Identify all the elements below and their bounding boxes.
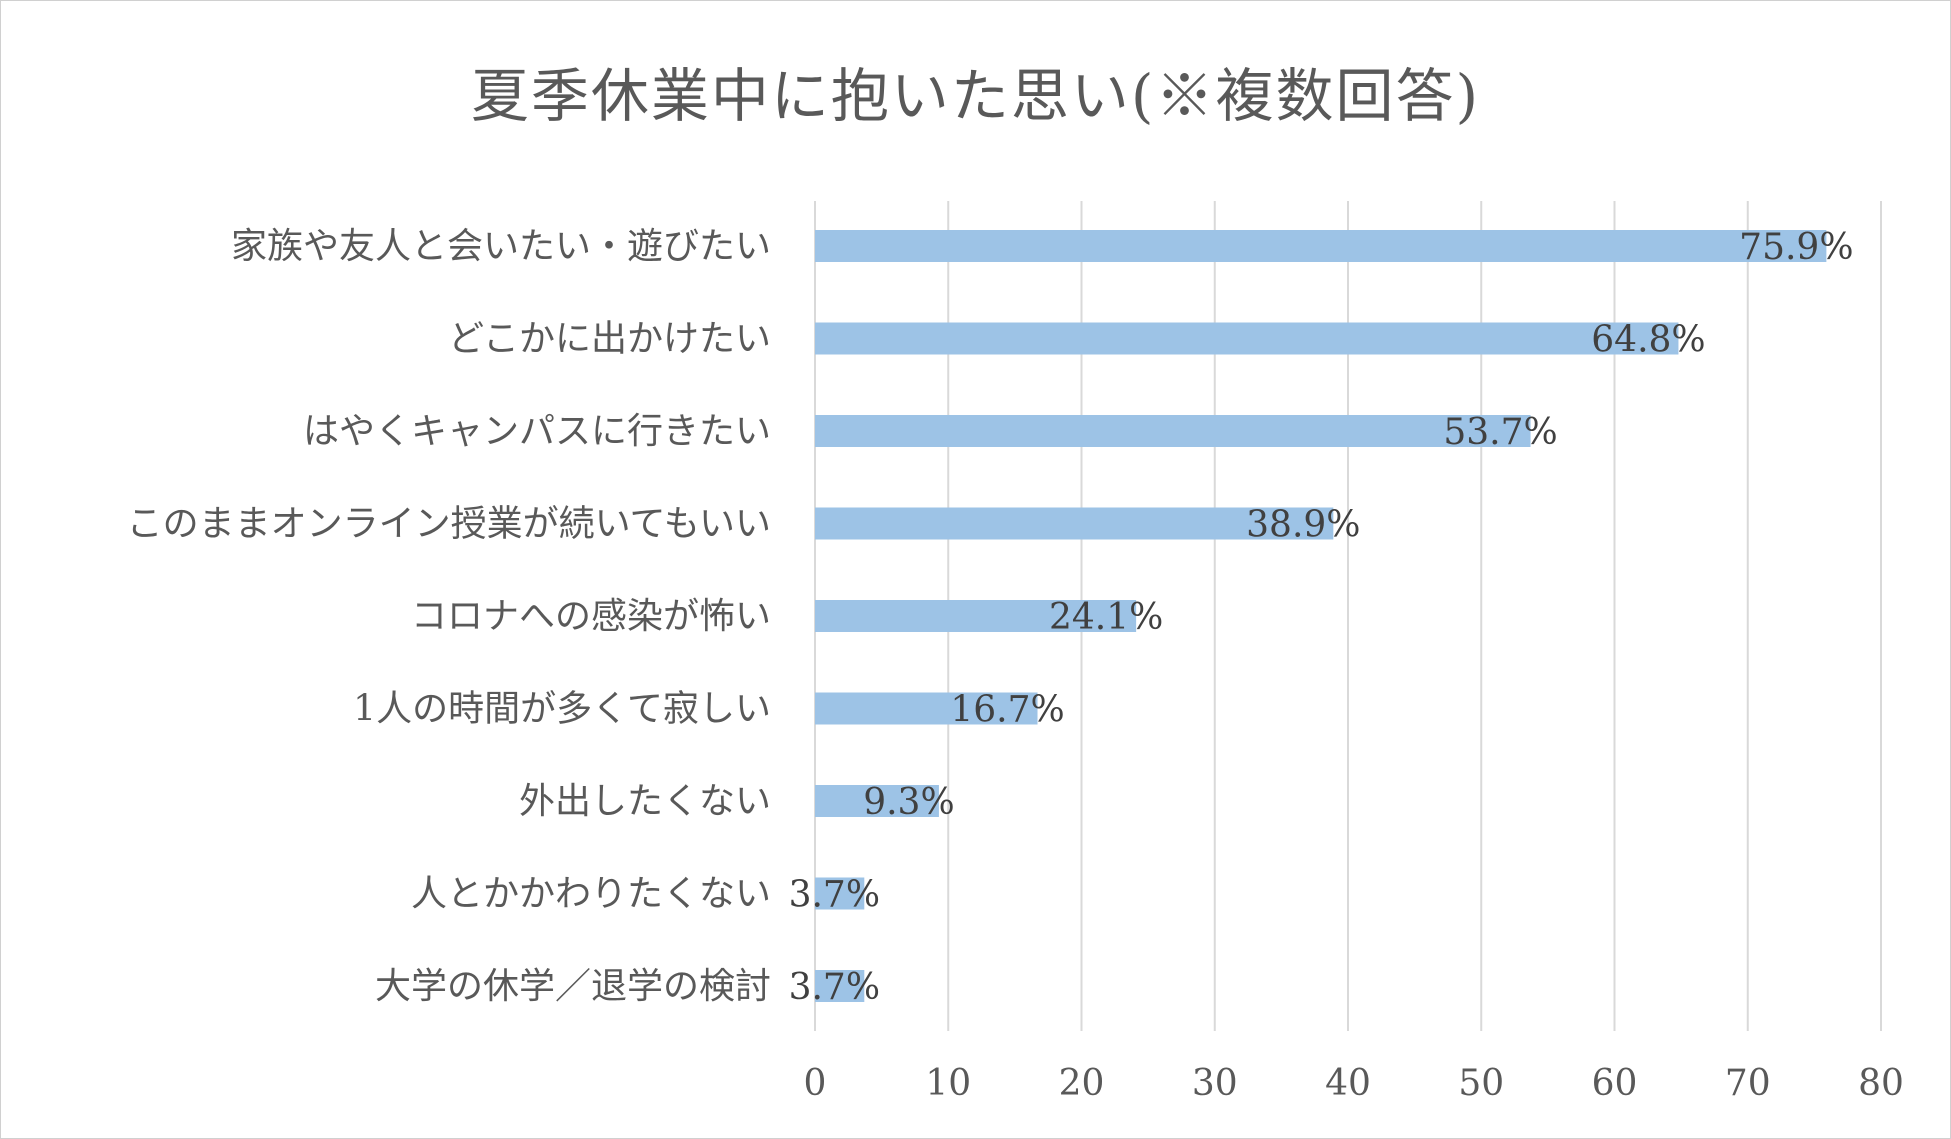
bar-2: [815, 415, 1531, 447]
bar-0: [815, 230, 1827, 262]
category-label-5: 1人の時間が多くて寂しい: [353, 689, 771, 730]
data-label-6: 9.3%: [863, 782, 954, 823]
bar-3: [815, 507, 1334, 540]
x-tick-label-80: 80: [1858, 1063, 1904, 1104]
bar-4: [815, 600, 1137, 632]
bar-7: [815, 877, 865, 910]
bar-6: [815, 785, 939, 817]
labels: 0 10 20 30 40 50 60 70 80 家族や友人と会いたい・遊びたい 75.9% どこか…: [127, 226, 1904, 1104]
category-label-8: 大学の休学／退学の検討: [375, 966, 771, 1007]
x-tick-label-0: 0: [804, 1063, 827, 1104]
chart-title: 夏季休業中に抱いた思い(※複数回答): [470, 62, 1481, 130]
data-label-4: 24.1%: [1049, 597, 1163, 638]
category-label-3: このままオンライン授業が続いてもいい: [127, 504, 771, 545]
data-label-3: 38.9%: [1246, 505, 1360, 546]
data-label-7: 3.7%: [789, 875, 880, 916]
category-label-1: どこかに出かけたい: [448, 319, 771, 360]
category-label-0: 家族や友人と会いたい・遊びたい: [231, 226, 771, 267]
category-label-4: コロナへの感染が怖い: [411, 596, 771, 637]
data-label-8: 3.7%: [789, 967, 880, 1008]
x-tick-label-20: 20: [1059, 1063, 1105, 1104]
bar-1: [815, 322, 1679, 355]
data-label-1: 64.8%: [1591, 320, 1705, 361]
x-tick-label-70: 70: [1725, 1063, 1771, 1104]
bar-5: [815, 692, 1038, 725]
data-label-2: 53.7%: [1443, 412, 1557, 453]
category-label-6: 外出したくない: [519, 781, 771, 822]
category-label-7: 人とかかわりたくない: [411, 874, 771, 915]
data-label-0: 75.9%: [1739, 227, 1853, 268]
bar-8: [815, 970, 865, 1002]
data-label-5: 16.7%: [950, 690, 1064, 731]
x-tick-label-60: 60: [1592, 1063, 1638, 1104]
category-label-2: はやくキャンパスに行きたい: [303, 411, 771, 452]
x-tick-label-50: 50: [1458, 1063, 1504, 1104]
x-tick-label-30: 30: [1192, 1063, 1238, 1104]
x-tick-label-40: 40: [1325, 1063, 1371, 1104]
bars: [815, 230, 1827, 1002]
x-tick-label-10: 10: [925, 1063, 971, 1104]
